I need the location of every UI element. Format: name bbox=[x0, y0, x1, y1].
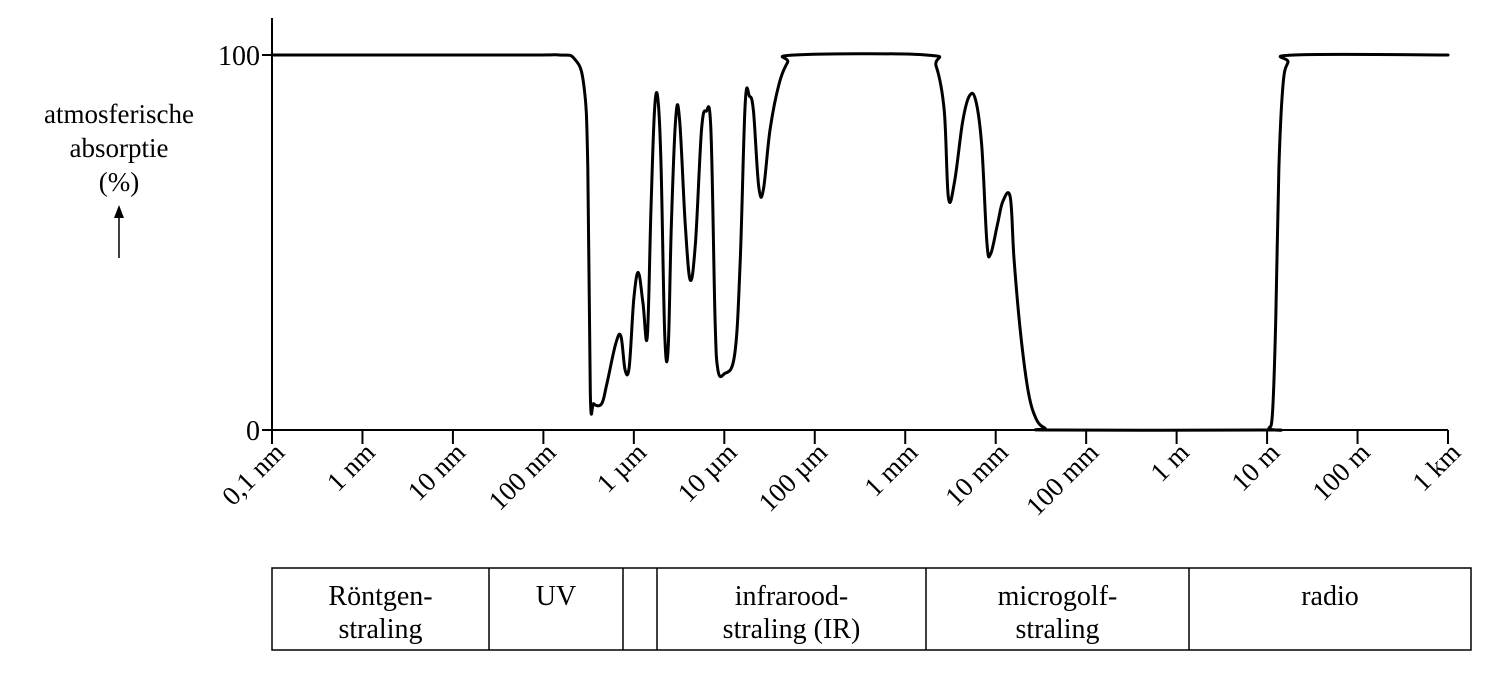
absorption-curve bbox=[270, 52, 1450, 432]
band-label: UV bbox=[536, 581, 576, 612]
x-tick-label: 1 km bbox=[1406, 437, 1466, 497]
spectrum-band-table: Röntgen-straling UV infrarood-straling (IR… bbox=[271, 567, 1472, 651]
x-tick-label: 100 m bbox=[1306, 437, 1375, 506]
band-label: Röntgen- bbox=[328, 581, 432, 612]
x-tick-label: 10 µm bbox=[672, 437, 743, 508]
x-tick-label: 10 mm bbox=[939, 437, 1014, 512]
y-axis-label-line: absorptie bbox=[70, 133, 169, 163]
band-label: straling bbox=[1016, 614, 1100, 645]
x-tick-label: 1 nm bbox=[321, 437, 381, 497]
y-axis-arrow-head bbox=[114, 205, 124, 218]
y-axis-label-line: atmosferische bbox=[44, 99, 194, 129]
x-tick-label: 10 nm bbox=[402, 437, 471, 506]
y-tick-label: 100 bbox=[218, 41, 260, 72]
x-tick-label: 1 mm bbox=[858, 437, 923, 502]
y-tick-label: 0 bbox=[246, 416, 260, 447]
x-tick-label: 100 µm bbox=[753, 437, 833, 517]
x-tick-label: 0,1 nm bbox=[216, 437, 290, 511]
band-label: straling bbox=[339, 614, 423, 645]
y-axis-label: atmosferische absorptie (%) bbox=[44, 99, 194, 258]
x-tick-label: 100 nm bbox=[483, 437, 562, 516]
x-tick-label: 1 m bbox=[1144, 437, 1194, 487]
x-ticks: 0,1 nm 1 nm 10 nm 100 nm 1 µm 10 µm 100 µm 1 mm… bbox=[216, 430, 1466, 521]
band-label: microgolf- bbox=[998, 581, 1118, 612]
y-ticks: 0 100 bbox=[218, 41, 272, 447]
band-label: straling (IR) bbox=[723, 614, 861, 645]
x-tick-label: 10 m bbox=[1225, 437, 1285, 497]
band-label: infrarood- bbox=[735, 581, 849, 612]
axes bbox=[271, 18, 1448, 431]
x-tick-label: 1 µm bbox=[591, 437, 652, 498]
band-table-frame bbox=[271, 567, 1472, 651]
x-tick-label: 100 mm bbox=[1020, 437, 1104, 521]
band-label: radio bbox=[1301, 581, 1359, 612]
y-axis-label-line: (%) bbox=[99, 167, 139, 197]
